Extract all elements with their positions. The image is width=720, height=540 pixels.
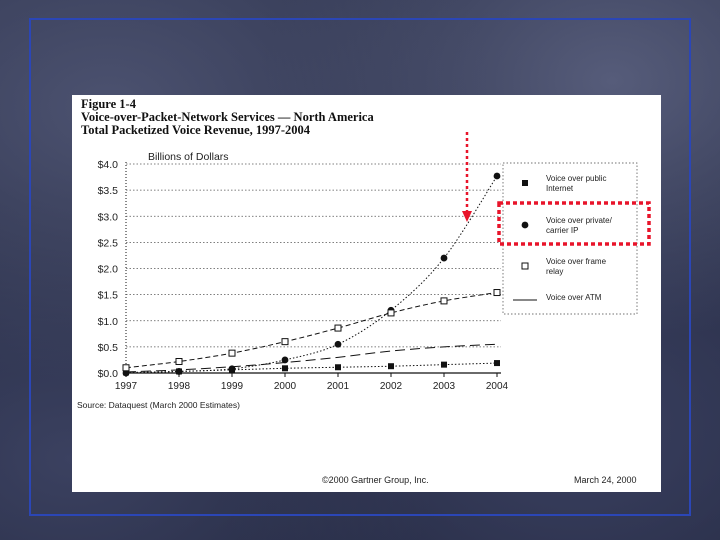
series-2-point bbox=[440, 254, 448, 262]
x-tick-label: 2004 bbox=[486, 381, 509, 392]
series-1-point bbox=[494, 360, 500, 367]
y-tick-label: $1.0 bbox=[98, 316, 119, 328]
legend-marker-2 bbox=[521, 221, 529, 229]
highlight-arrow-head bbox=[462, 211, 472, 222]
series-2-point bbox=[175, 368, 183, 375]
legend-label: relay bbox=[546, 267, 563, 276]
x-tick-label: 2002 bbox=[380, 381, 403, 392]
series-2-point bbox=[493, 172, 501, 180]
y-tick-label: $4.0 bbox=[98, 159, 119, 171]
series-3-point bbox=[440, 297, 448, 305]
x-tick-label: 1998 bbox=[168, 381, 191, 392]
x-tick-label: 1999 bbox=[221, 381, 244, 392]
figure-subtitle-line: Total Packetized Voice Revenue, 1997-200… bbox=[81, 123, 311, 137]
figure-title-line: Voice-over-Packet-Network Services — Nor… bbox=[81, 110, 374, 124]
figure-number: Figure 1-4 bbox=[81, 97, 136, 111]
series-1-point bbox=[388, 363, 394, 370]
series-line-3 bbox=[125, 292, 498, 369]
y-tick-label: $0.5 bbox=[98, 342, 119, 354]
series-3-point bbox=[334, 324, 342, 332]
series-1-point bbox=[282, 365, 288, 372]
legend-label: Voice over private/ bbox=[546, 216, 613, 225]
series-3-point bbox=[122, 364, 130, 372]
series-3-point bbox=[281, 338, 289, 346]
y-tick-label: $1.5 bbox=[98, 290, 119, 302]
x-tick-label: 2001 bbox=[327, 381, 350, 392]
series-2-point bbox=[281, 356, 289, 364]
y-tick-label: $2.5 bbox=[98, 237, 119, 249]
series-2-point bbox=[334, 340, 342, 348]
legend-marker-3 bbox=[521, 262, 529, 270]
series-3-point bbox=[228, 349, 236, 357]
series-3-point bbox=[175, 358, 183, 366]
legend-box bbox=[502, 162, 638, 315]
y-tick-label: $2.0 bbox=[98, 264, 119, 276]
y-tick-label: $0.0 bbox=[98, 368, 119, 380]
legend-label: Internet bbox=[546, 184, 574, 193]
chart-slide: Figure 1-4 Voice-over-Packet-Network Ser… bbox=[72, 95, 661, 492]
series-2-point bbox=[122, 369, 130, 377]
figure-title: Figure 1-4 Voice-over-Packet-Network Ser… bbox=[81, 98, 374, 137]
series-3-point bbox=[493, 289, 501, 297]
x-tick-label: 2000 bbox=[274, 381, 297, 392]
series-1-point bbox=[335, 364, 341, 371]
series-line-2 bbox=[125, 175, 498, 374]
legend-label: Voice over public bbox=[546, 174, 606, 183]
source-note: Source: Dataquest (March 2000 Estimates) bbox=[77, 400, 240, 410]
x-tick-label: 1997 bbox=[115, 381, 138, 392]
unit-label: Billions of Dollars bbox=[148, 151, 229, 163]
series-line-4 bbox=[125, 343, 498, 373]
highlight-box bbox=[497, 201, 651, 246]
series-1-point bbox=[441, 361, 447, 368]
legend-label: Voice over ATM bbox=[546, 293, 602, 302]
x-tick-label: 2003 bbox=[433, 381, 456, 392]
legend-label: Voice over frame bbox=[546, 257, 607, 266]
date-note: March 24, 2000 bbox=[574, 475, 637, 485]
series-2-point bbox=[228, 365, 236, 373]
slide-frame bbox=[29, 18, 691, 516]
legend-marker-1 bbox=[522, 180, 528, 186]
y-tick-label: $3.5 bbox=[98, 185, 119, 197]
y-tick-label: $3.0 bbox=[98, 211, 119, 223]
copyright-note: ©2000 Gartner Group, Inc. bbox=[322, 475, 429, 485]
legend-label: carrier IP bbox=[546, 226, 578, 235]
series-3-point bbox=[387, 309, 395, 317]
